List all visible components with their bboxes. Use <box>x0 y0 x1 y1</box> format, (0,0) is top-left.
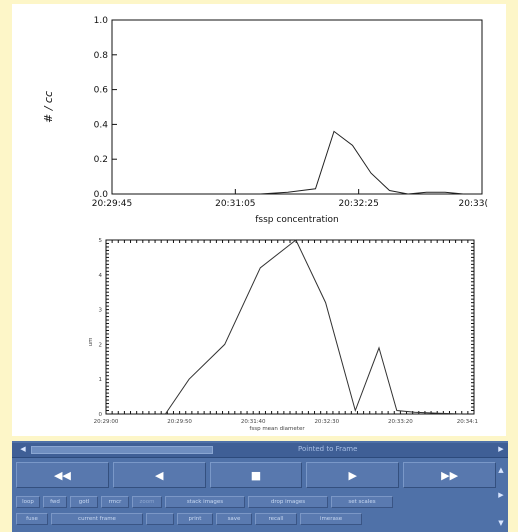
chart1-x-tick-label: 20:29:45 <box>92 199 132 209</box>
chart2-x-tick-label: 20:32:30 <box>314 419 339 425</box>
chart1-x-label: fssp concentration <box>255 215 338 225</box>
fwd-button[interactable]: fwd <box>43 496 67 508</box>
chart1-x-tick-label: 20:31:05 <box>215 199 255 209</box>
chart2-x-tick-label: 20:33:20 <box>388 419 413 425</box>
button-row-2: fuse current frame print save recall ime… <box>16 513 496 525</box>
chart2-y-tick-label: 4 <box>99 273 103 279</box>
side-arrow-icon[interactable]: ▶ <box>498 491 504 499</box>
scroll-up-arrow-icon[interactable]: ▲ <box>498 466 504 474</box>
scroll-thumb[interactable] <box>31 446 213 454</box>
chart2-minor-ticks <box>105 239 475 415</box>
stack-images-button[interactable]: stack images <box>165 496 245 508</box>
print-button[interactable]: print <box>177 513 213 525</box>
current-frame-button[interactable]: current frame <box>51 513 143 525</box>
stop-button[interactable]: ■ <box>209 462 303 488</box>
chart2-x-tick-label: 20:34:1 <box>457 419 478 425</box>
chart2-y-tick-label: 0 <box>99 412 103 418</box>
chart1-y-ticks: 0.0 0.2 0.4 0.6 0.8 1.0 <box>94 16 117 200</box>
chart2-y-tick-label: 2 <box>99 342 103 348</box>
scroll-down-arrow-icon[interactable]: ▼ <box>498 519 504 527</box>
transport-controls: ◀◀ ◀ ■ ▶ ▶▶ <box>16 462 496 488</box>
chart2-frame <box>105 239 475 415</box>
chart2-x-tick-label: 20:29:50 <box>167 419 192 425</box>
chart2-y-tick-label: 5 <box>99 238 103 244</box>
chart2-y-tick-label: 1 <box>99 377 103 383</box>
chart1-y-tick-label: 0.8 <box>94 51 109 61</box>
frame-scrollbar[interactable]: ◀ Pointed to Frame ▶ <box>12 443 508 458</box>
concentration-series <box>259 130 464 195</box>
concentration-chart: 0.0 0.2 0.4 0.6 0.8 1.0 20:29:45 20:31:05 20:32… <box>42 16 488 225</box>
chart2-x-label: fssp mean diameter <box>249 426 305 432</box>
chart1-y-tick-label: 0.4 <box>94 120 109 130</box>
chart1-y-tick-label: 1.0 <box>94 16 109 26</box>
diameter-series <box>164 239 463 415</box>
play-button[interactable]: ▶ <box>306 462 400 488</box>
fuse-button[interactable]: fuse <box>16 513 48 525</box>
status-text: Pointed to Frame <box>298 445 358 453</box>
chart1-y-tick-label: 0.0 <box>94 190 109 200</box>
recall-button[interactable]: recall <box>255 513 297 525</box>
gotl-button[interactable]: gotl <box>70 496 98 508</box>
chart2-y-tick-label: 3 <box>99 308 103 314</box>
button-row-1: loop fwd gotl rmcr zoom stack images dro… <box>16 496 496 508</box>
step-back-button[interactable]: ◀ <box>112 462 206 488</box>
chart2-y-label: um <box>88 338 94 347</box>
drop-images-button[interactable]: drop images <box>248 496 328 508</box>
scroll-right-arrow-icon[interactable]: ▶ <box>498 445 504 453</box>
chart1-y-tick-label: 0.6 <box>94 86 109 96</box>
save-button[interactable]: save <box>216 513 252 525</box>
rewind-button[interactable]: ◀◀ <box>16 462 109 488</box>
chart2-x-tick-label: 20:29:00 <box>94 419 119 425</box>
chart1-y-label: # / cc <box>42 91 55 123</box>
chart2-x-tick-label: 20:31:40 <box>241 419 266 425</box>
imerase-button[interactable]: imerase <box>300 513 362 525</box>
loop-button[interactable]: loop <box>16 496 40 508</box>
scroll-left-arrow-icon[interactable]: ◀ <box>20 445 26 453</box>
chart2-y-ticks: 0 1 2 3 4 5 <box>99 238 103 418</box>
plot-area: 0.0 0.2 0.4 0.6 0.8 1.0 20:29:45 20:31:05 20:32… <box>12 4 506 436</box>
chart1-x-ticks: 20:29:45 20:31:05 20:32:25 20:33( <box>92 189 488 209</box>
zoom-button[interactable]: zoom <box>132 496 162 508</box>
chart1-x-tick-label: 20:32:25 <box>338 199 378 209</box>
blank-button[interactable] <box>146 513 174 525</box>
chart1-x-tick-label: 20:33( <box>459 199 488 209</box>
rmcr-button[interactable]: rmcr <box>101 496 129 508</box>
control-panel: ◀ Pointed to Frame ▶ ◀◀ ◀ ■ ▶ ▶▶ ▲ ▶ ▼ l… <box>12 441 508 532</box>
set-scales-button[interactable]: set scales <box>331 496 393 508</box>
chart1-y-tick-label: 0.2 <box>94 155 108 165</box>
chart1-frame <box>111 19 483 195</box>
chart2-x-ticks: 20:29:00 20:29:50 20:31:40 20:32:30 20:33:20… <box>94 419 478 425</box>
fast-forward-button[interactable]: ▶▶ <box>403 462 496 488</box>
